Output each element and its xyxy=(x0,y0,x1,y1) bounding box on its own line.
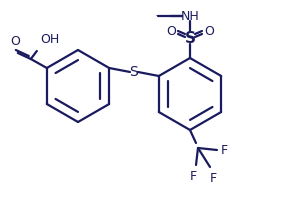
Text: F: F xyxy=(189,170,197,183)
Text: O: O xyxy=(10,35,20,48)
Text: —: — xyxy=(155,10,165,20)
Text: S: S xyxy=(130,65,138,79)
Text: F: F xyxy=(221,144,228,157)
Text: F: F xyxy=(209,172,217,185)
Text: OH: OH xyxy=(40,33,59,46)
Text: O: O xyxy=(166,24,176,37)
Text: O: O xyxy=(204,24,214,37)
Text: NH: NH xyxy=(181,9,200,22)
Text: S: S xyxy=(184,30,195,45)
